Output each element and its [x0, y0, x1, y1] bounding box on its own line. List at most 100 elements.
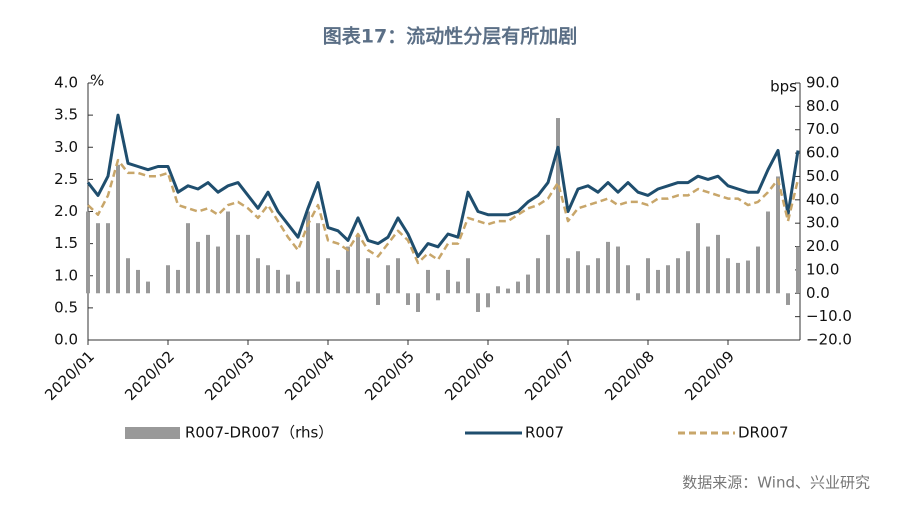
- bar: [736, 262, 740, 294]
- y-axis-label: %: [90, 72, 104, 90]
- y-tick-label: 1.5: [54, 234, 78, 252]
- bar: [486, 293, 490, 308]
- bar: [336, 269, 340, 294]
- bar: [386, 265, 390, 294]
- bar: [596, 258, 600, 294]
- bar: [306, 211, 310, 294]
- source: 数据来源：Wind、兴业研究: [682, 474, 870, 492]
- bar: [406, 293, 410, 305]
- bar: [546, 234, 550, 294]
- bar: [746, 260, 750, 294]
- bar: [626, 265, 630, 294]
- y-tick-label: 3.0: [54, 138, 78, 156]
- bar: [516, 281, 520, 294]
- chart-title: 图表17：流动性分层有所加剧: [323, 25, 577, 48]
- bar: [616, 246, 620, 294]
- bar: [756, 246, 760, 294]
- y2-tick-label: 90.0: [806, 74, 839, 92]
- bar: [436, 293, 440, 301]
- bar: [696, 223, 700, 294]
- bar: [576, 251, 580, 294]
- x-tick-label: 2020/07: [521, 347, 578, 404]
- bar: [326, 258, 330, 294]
- x-tick-label: 2020/03: [201, 347, 258, 404]
- bar: [506, 288, 510, 294]
- y2-tick-label: 30.0: [806, 214, 839, 232]
- x-tick-label: 2020/05: [361, 347, 418, 404]
- y-tick-label: 4.0: [54, 74, 78, 92]
- bar: [456, 281, 460, 294]
- bar: [646, 258, 650, 294]
- y-tick-label: 3.5: [54, 106, 78, 124]
- bar: [656, 269, 660, 294]
- x-tick-label: 2020/04: [281, 347, 338, 404]
- bar: [776, 176, 780, 294]
- y2-tick-label: 70.0: [806, 120, 839, 138]
- bar: [96, 223, 100, 294]
- bar: [296, 281, 300, 294]
- bar: [566, 258, 570, 294]
- bar: [106, 223, 110, 294]
- y2-tick-label: 40.0: [806, 190, 839, 208]
- bar: [416, 293, 420, 312]
- bar: [686, 251, 690, 294]
- bar: [276, 269, 280, 294]
- y2-tick-label: 0.0: [806, 284, 830, 302]
- y-tick-label: 2.5: [54, 170, 78, 188]
- y2-tick-label: −20.0: [806, 331, 852, 349]
- bar: [796, 246, 800, 294]
- bar: [166, 265, 170, 294]
- bar: [346, 246, 350, 294]
- bar: [636, 293, 640, 301]
- legend-label: R007: [525, 424, 564, 442]
- y-tick-label: 0.5: [54, 298, 78, 316]
- bar: [146, 281, 150, 294]
- bar: [396, 258, 400, 294]
- y2-tick-label: −10.0: [806, 307, 852, 325]
- y2-axis-label: bps: [770, 78, 797, 96]
- bar: [256, 258, 260, 294]
- bar: [586, 265, 590, 294]
- bar: [446, 269, 450, 294]
- y2-tick-label: 50.0: [806, 167, 839, 185]
- y2-tick-label: 60.0: [806, 144, 839, 162]
- x-tick-label: 2020/01: [41, 347, 98, 404]
- bar: [366, 258, 370, 294]
- bar: [676, 258, 680, 294]
- bar: [606, 241, 610, 294]
- y-tick-label: 2.0: [54, 202, 78, 220]
- x-tick-label: 2020/02: [121, 347, 178, 404]
- bar: [86, 211, 90, 294]
- bar: [266, 265, 270, 294]
- bar: [186, 223, 190, 294]
- bar: [476, 293, 480, 312]
- legend-swatch: [125, 427, 180, 439]
- bar: [236, 234, 240, 294]
- y2-tick-label: 10.0: [806, 260, 839, 278]
- y-tick-label: 1.0: [54, 266, 78, 284]
- bar: [666, 265, 670, 294]
- bar: [216, 246, 220, 294]
- legend-label: R007-DR007（rhs）: [185, 424, 333, 442]
- bar: [246, 234, 250, 294]
- bar: [706, 246, 710, 294]
- bar: [426, 269, 430, 294]
- x-tick-label: 2020/09: [681, 347, 738, 404]
- bar: [526, 274, 530, 294]
- x-tick-label: 2020/08: [601, 347, 658, 404]
- bar: [286, 274, 290, 294]
- bar: [126, 258, 130, 294]
- bar: [196, 241, 200, 294]
- bar: [136, 269, 140, 294]
- line-dr007: [87, 158, 800, 265]
- legend-label: DR007: [738, 424, 789, 442]
- bar: [766, 211, 770, 294]
- y2-tick-label: 80.0: [806, 97, 839, 115]
- bar: [556, 118, 560, 294]
- bar: [716, 234, 720, 294]
- bar: [536, 258, 540, 294]
- bar: [496, 286, 500, 294]
- bar: [176, 269, 180, 294]
- bar: [726, 258, 730, 294]
